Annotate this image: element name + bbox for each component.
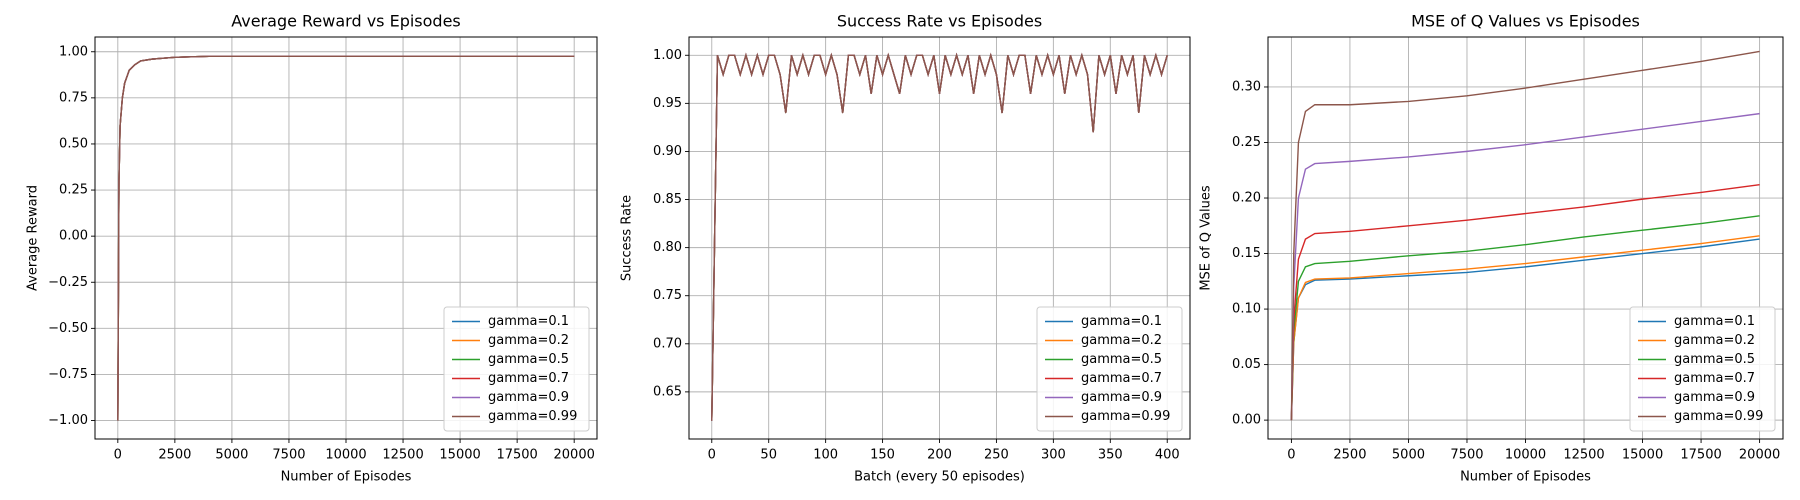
y-tick-label: 1.00 (59, 44, 88, 59)
chart-title: MSE of Q Values vs Episodes (1411, 12, 1640, 31)
x-tick-label: 17500 (496, 448, 537, 463)
chart-panel: −1.00 −0.75 −0.50 −0.25 0.00 0.25 0.50 0.75 1.00… (26, 12, 598, 485)
legend-box (1629, 306, 1776, 432)
legend-label: gamma=0.5 (1081, 352, 1162, 367)
legend-label: gamma=0.9 (1081, 390, 1162, 405)
legend-label: gamma=0.2 (1081, 333, 1162, 348)
legend-label: gamma=0.7 (488, 371, 569, 386)
y-tick-label: −1.00 (48, 413, 88, 428)
x-tick-label: 17500 (1680, 448, 1721, 463)
axes-frame (94, 36, 598, 440)
x-tick-label: 400 (1155, 448, 1180, 463)
chart-panel: 0.65 0.70 0.75 0.80 0.85 0.90 0.95 1.00 0 50 100 15… (620, 12, 1191, 485)
legend-label: gamma=0.99 (488, 409, 577, 424)
y-tick-label: 0.10 (1232, 302, 1261, 317)
legend: gamma=0.1 gamma=0.2 gamma=0.5 gamma=0.7 gamm… (1629, 306, 1776, 432)
legend-label: gamma=0.1 (1674, 314, 1755, 329)
y-tick-label: 0.95 (653, 96, 682, 111)
x-tick-label: 50 (760, 448, 777, 463)
x-tick-label: 10000 (1505, 448, 1546, 463)
chart-title: Success Rate vs Episodes (837, 12, 1042, 31)
axes-frame (1267, 36, 1784, 440)
x-tick-label: 250 (984, 448, 1009, 463)
legend-label: gamma=0.1 (1081, 314, 1162, 329)
y-axis-label: Average Reward (26, 185, 41, 291)
y-tick-label: 0.75 (59, 90, 88, 105)
y-tick-label: 1.00 (653, 48, 682, 63)
x-tick-label: 200 (927, 448, 952, 463)
x-tick-label: 350 (1098, 448, 1123, 463)
y-tick-label: 0.50 (59, 136, 88, 151)
y-tick-label: 0.80 (653, 240, 682, 255)
y-tick-label: 0.25 (1232, 135, 1261, 150)
legend-label: gamma=0.2 (1674, 333, 1755, 348)
series-line (117, 55, 575, 421)
x-tick-label: 15000 (439, 448, 480, 463)
x-tick-label: 2500 (1333, 448, 1366, 463)
x-tick-label: 0 (114, 448, 122, 463)
y-tick-label: −0.50 (48, 321, 88, 336)
x-tick-label: 15000 (1622, 448, 1663, 463)
y-tick-label: 0.90 (653, 144, 682, 159)
x-axis-label: Batch (every 50 episodes) (854, 470, 1025, 485)
x-tick-label: 20000 (554, 448, 595, 463)
y-tick-label: 0.15 (1232, 246, 1261, 261)
x-tick-label: 20000 (1739, 448, 1780, 463)
y-axis-label: MSE of Q Values (1199, 185, 1214, 291)
y-tick-label: 0.65 (653, 384, 682, 399)
y-tick-label: 0.00 (59, 229, 88, 244)
chart-panel: 0.00 0.05 0.10 0.15 0.20 0.25 0.30 0 2500 5000 750… (1199, 12, 1784, 485)
legend-label: gamma=0.5 (1674, 352, 1755, 367)
x-tick-label: 10000 (325, 448, 366, 463)
x-tick-label: 7500 (272, 448, 305, 463)
y-tick-label: 0.70 (653, 336, 682, 351)
series-line (1290, 50, 1760, 421)
x-axis-label: Number of Episodes (1460, 470, 1591, 485)
legend-label: gamma=0.9 (488, 390, 569, 405)
chart-title: Average Reward vs Episodes (231, 12, 461, 31)
legend-box (443, 306, 590, 432)
y-tick-label: 0.00 (1232, 413, 1261, 428)
legend-label: gamma=0.99 (1674, 409, 1763, 424)
legend-label: gamma=0.7 (1081, 371, 1162, 386)
legend-label: gamma=0.7 (1674, 371, 1755, 386)
x-tick-label: 0 (708, 448, 716, 463)
y-tick-label: 0.85 (653, 192, 682, 207)
x-tick-label: 100 (813, 448, 838, 463)
x-tick-label: 0 (1287, 448, 1295, 463)
legend: gamma=0.1 gamma=0.2 gamma=0.5 gamma=0.7 gamm… (1036, 306, 1183, 432)
series-line (1290, 235, 1760, 421)
y-axis-label: Success Rate (620, 195, 635, 281)
x-tick-label: 12500 (382, 448, 423, 463)
x-tick-label: 5000 (1392, 448, 1425, 463)
series-line (1290, 112, 1760, 421)
legend-box (1036, 306, 1183, 432)
y-tick-label: −0.25 (48, 275, 88, 290)
series-line (1290, 215, 1760, 421)
x-tick-label: 300 (1041, 448, 1066, 463)
y-tick-label: 0.75 (653, 288, 682, 303)
legend-label: gamma=0.99 (1081, 409, 1170, 424)
legend-label: gamma=0.5 (488, 352, 569, 367)
legend-label: gamma=0.2 (488, 333, 569, 348)
x-tick-label: 150 (870, 448, 895, 463)
legend: gamma=0.1 gamma=0.2 gamma=0.5 gamma=0.7 gamm… (443, 306, 590, 432)
legend-label: gamma=0.1 (488, 314, 569, 329)
x-tick-label: 5000 (215, 448, 248, 463)
y-tick-label: −0.75 (48, 367, 88, 382)
legend-label: gamma=0.9 (1674, 390, 1755, 405)
x-tick-label: 7500 (1450, 448, 1483, 463)
y-tick-label: 0.25 (59, 183, 88, 198)
y-tick-label: 0.30 (1232, 79, 1261, 94)
x-axis-label: Number of Episodes (281, 470, 412, 485)
series-line (1290, 184, 1760, 421)
x-tick-label: 2500 (158, 448, 191, 463)
x-tick-label: 12500 (1563, 448, 1604, 463)
axes-frame (688, 36, 1191, 440)
y-tick-label: 0.20 (1232, 191, 1261, 206)
y-tick-label: 0.05 (1232, 357, 1261, 372)
series-line (711, 52, 1168, 421)
